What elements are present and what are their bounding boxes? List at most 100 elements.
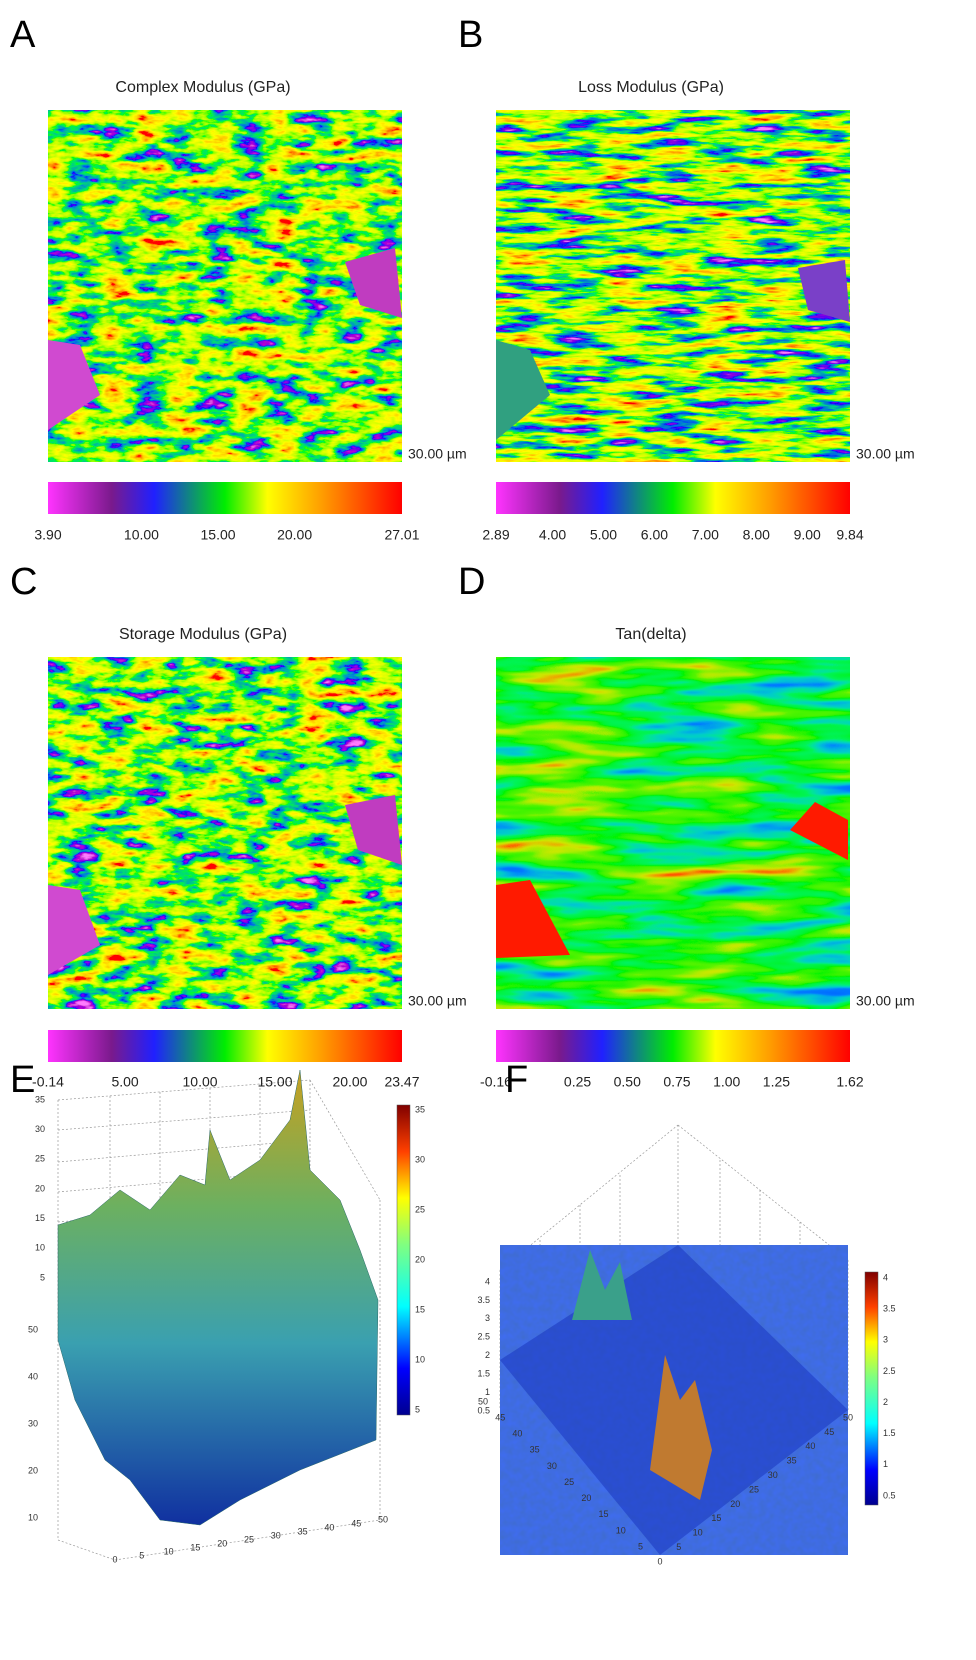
axis-tick-label: 30 — [271, 1530, 281, 1540]
axis-tick-label: 25 — [415, 1204, 425, 1214]
inclusion — [798, 260, 850, 322]
panel-letter: C — [10, 561, 37, 603]
map-title: Storage Modulus (GPa) — [119, 626, 287, 643]
colorbar-label: 23.47 — [384, 1074, 419, 1090]
axis-tick-label: 4 — [485, 1276, 490, 1286]
axis-tick-label: 3 — [883, 1335, 888, 1345]
axis-tick-label: 4 — [883, 1272, 888, 1282]
hot-region — [790, 802, 848, 860]
colorbar-label: 8.00 — [743, 527, 770, 543]
inclusion — [496, 340, 550, 440]
axis-tick-label: 5 — [676, 1542, 681, 1552]
axis-tick-label: 2.5 — [477, 1332, 490, 1342]
axis-tick-label: 25 — [35, 1154, 45, 1164]
axis-tick-label: 15 — [711, 1513, 721, 1523]
panel-letter: F — [505, 1059, 528, 1101]
axis-tick-label: 1 — [485, 1387, 490, 1397]
colorbar-label: -0.14 — [32, 1074, 64, 1090]
axis-tick-label: 20 — [35, 1183, 45, 1193]
colorbar-label: 1.25 — [763, 1074, 790, 1090]
panel-letter: A — [10, 14, 36, 56]
colorbar-label: 10.00 — [124, 527, 159, 543]
axis-tick-label: 50 — [28, 1324, 38, 1334]
colorbar-label: 15.00 — [257, 1074, 292, 1090]
scale-label: 30.00 µm — [856, 993, 915, 1009]
axis-tick-label: 5 — [638, 1541, 643, 1551]
axis-tick-label: 45 — [495, 1412, 505, 1422]
axis-tick-label: 5 — [415, 1404, 420, 1414]
axis-tick-label: 15 — [599, 1509, 609, 1519]
colorbar-label: 1.62 — [836, 1074, 863, 1090]
axis-tick-label: 45 — [351, 1518, 361, 1528]
axis-tick-label: 10 — [164, 1546, 174, 1556]
axis-tick-label: 30 — [28, 1418, 38, 1428]
axis-tick-label: 30 — [415, 1154, 425, 1164]
maps — [48, 110, 850, 1062]
colorbar — [48, 1030, 402, 1062]
axis-tick-label: 50 — [378, 1514, 388, 1524]
panel-letter: B — [458, 14, 483, 56]
colorbar-label: 7.00 — [692, 527, 719, 543]
axis-tick-label: 10 — [616, 1525, 626, 1535]
scale-label: 30.00 µm — [408, 446, 467, 462]
axis-tick-label: 20 — [217, 1538, 227, 1548]
axis-tick-label: 15 — [415, 1304, 425, 1314]
colorbar-label: 0.75 — [663, 1074, 690, 1090]
hot-region — [496, 880, 570, 958]
axis-tick-label: 20 — [581, 1493, 591, 1503]
axis-tick-label: 2 — [485, 1350, 490, 1360]
colorbar-label: 20.00 — [332, 1074, 367, 1090]
axis-tick-label: 15 — [35, 1213, 45, 1223]
axis-tick-label: 0.5 — [477, 1405, 490, 1415]
inclusion — [345, 795, 402, 865]
colorbar-label: 27.01 — [384, 527, 419, 543]
colorbar-label: 5.00 — [590, 527, 617, 543]
axis-tick-label: 30 — [768, 1470, 778, 1480]
axis-tick-label: 10 — [693, 1528, 703, 1538]
axis-tick-label: 50 — [843, 1412, 853, 1422]
axis-tick-label: 50 — [478, 1396, 488, 1406]
axis-tick-label: 0 — [112, 1554, 117, 1564]
axis-tick-label: 35 — [530, 1445, 540, 1455]
axis-tick-label: 35 — [787, 1456, 797, 1466]
axis-tick-label: 25 — [564, 1477, 574, 1487]
colorbar-f — [864, 1271, 879, 1506]
colorbar-label: 5.00 — [111, 1074, 138, 1090]
axis-tick-label: 3.5 — [883, 1304, 896, 1314]
axis-tick-label: 10 — [28, 1512, 38, 1522]
axis-tick-label: 40 — [512, 1429, 522, 1439]
colorbar-label: 0.25 — [564, 1074, 591, 1090]
axis-tick-label: 40 — [28, 1371, 38, 1381]
colorbar-label: 9.00 — [794, 527, 821, 543]
axis-tick-label: 0 — [657, 1556, 662, 1566]
axis-tick-label: 1.5 — [477, 1369, 490, 1379]
surface-e — [57, 1069, 379, 1526]
colorbar — [48, 482, 402, 514]
axis-tick-label: 20 — [730, 1499, 740, 1509]
colorbar-label: 9.84 — [836, 527, 863, 543]
axis-tick-label: 3.5 — [477, 1295, 490, 1305]
panel-f-box — [499, 1124, 849, 1410]
map-title: Loss Modulus (GPa) — [578, 79, 724, 96]
axis-tick-label: 1.5 — [883, 1428, 896, 1438]
axis-tick-label: 40 — [324, 1522, 334, 1532]
axis-tick-label: 35 — [35, 1094, 45, 1104]
map-title: Tan(delta) — [615, 626, 686, 643]
axis-tick-label: 25 — [244, 1534, 254, 1544]
axis-tick-label: 0.5 — [883, 1490, 896, 1500]
axis-tick-label: 25 — [749, 1484, 759, 1494]
map-title: Complex Modulus (GPa) — [115, 79, 290, 96]
peak — [650, 1355, 712, 1500]
map-b — [496, 110, 850, 462]
colorbar-label: 2.89 — [482, 527, 509, 543]
colorbar-label: -0.16 — [480, 1074, 512, 1090]
axis-tick-label: 35 — [415, 1104, 425, 1114]
axis-tick-label: 40 — [805, 1441, 815, 1451]
map-a — [48, 110, 402, 462]
colorbar-label: 1.00 — [713, 1074, 740, 1090]
inclusion — [345, 248, 402, 318]
axis-tick-label: 10 — [35, 1243, 45, 1253]
map-c — [48, 657, 402, 1009]
axis-tick-label: 2 — [883, 1397, 888, 1407]
